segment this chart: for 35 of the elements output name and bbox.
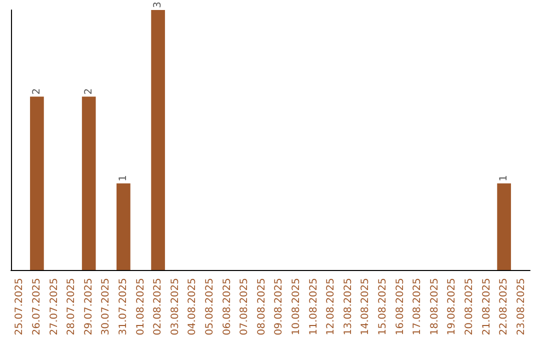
x-tick-label: 03.08.2025 (170, 278, 181, 336)
x-tick-label: 07.08.2025 (239, 278, 250, 336)
x-tick-label: 29.07.2025 (83, 278, 94, 336)
x-tick-label: 25.07.2025 (14, 278, 26, 336)
x-tick-label: 23.08.2025 (516, 278, 527, 336)
x-tick-label: 15.08.2025 (377, 278, 388, 336)
data-label: 2 (31, 88, 42, 95)
x-tick-label: 30.07.2025 (100, 278, 112, 336)
data-label: 1 (118, 174, 129, 182)
x-tick-label: 16.08.2025 (394, 278, 406, 336)
x-tick-label: 21.08.2025 (481, 278, 492, 336)
x-tick-label: 11.08.2025 (308, 278, 320, 336)
x-tick-label: 13.08.2025 (342, 278, 354, 336)
x-tick-label: 02.08.2025 (152, 278, 164, 336)
x-tick-label: 18.08.2025 (429, 278, 440, 336)
x-tick-label: 28.07.2025 (66, 278, 78, 336)
x-tick-label: 20.08.2025 (464, 278, 475, 336)
data-label: 3 (152, 2, 164, 8)
x-tick-label: 09.08.2025 (274, 278, 285, 336)
x-tick-label: 27.07.2025 (48, 278, 60, 336)
x-tick-label: 12.08.2025 (326, 278, 337, 336)
x-tick-label: 26.07.2025 (31, 278, 42, 336)
data-label: 1 (498, 174, 510, 182)
data-label: 2 (83, 88, 94, 95)
x-tick-label: 22.08.2025 (498, 278, 510, 336)
x-tick-label: 01.08.2025 (135, 278, 146, 336)
x-tick-label: 17.08.2025 (412, 278, 424, 336)
x-tick-label: 04.08.2025 (187, 278, 198, 336)
x-tick-label: 19.08.2025 (446, 278, 458, 336)
x-tick-label: 14.08.2025 (360, 278, 372, 336)
x-tick-label: 10.08.2025 (290, 278, 302, 336)
x-tick-label: 08.08.2025 (256, 278, 268, 336)
x-tick-label: 06.08.2025 (222, 278, 233, 336)
x-tick-label: 05.08.2025 (204, 278, 216, 336)
x-tick-label: 31.07.2025 (118, 278, 129, 336)
